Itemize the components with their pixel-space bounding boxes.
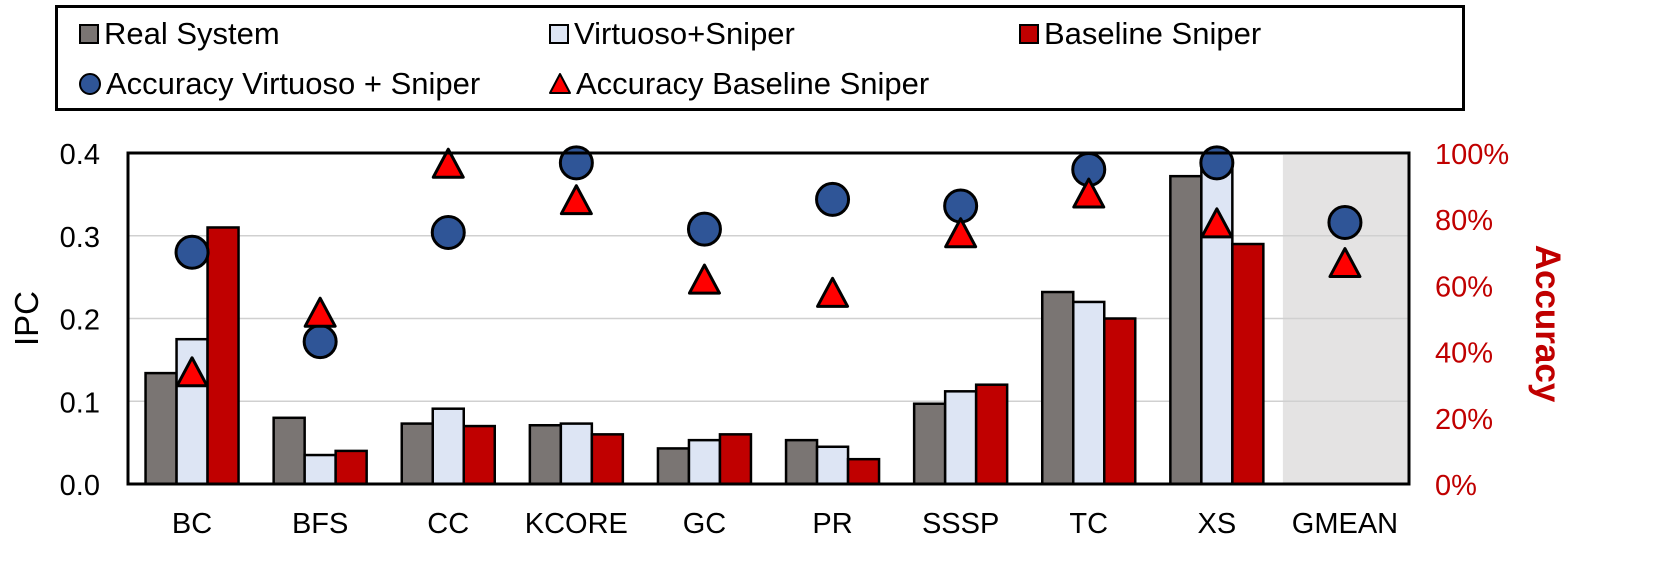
y-tick-label: 0.4 <box>60 139 100 171</box>
bar-real-system-xs <box>1169 174 1203 486</box>
marker-accuracy-baseline-sniper-cc <box>431 147 465 179</box>
bar-real-system-gc <box>656 447 691 486</box>
legend-item-real-system: Real System <box>78 14 280 54</box>
bar-baseline-sniper-kcore <box>590 433 625 486</box>
bar-virtuoso-sniper-bfs <box>303 453 337 486</box>
legend-swatch-virtuoso-sniper <box>549 24 569 44</box>
marker-accuracy-baseline-sniper-kcore <box>559 184 593 216</box>
bar-baseline-sniper-sssp <box>974 383 1009 486</box>
x-tick-label-cc: CC <box>427 508 469 540</box>
marker-accuracy-virtuoso-sniper-bfs <box>302 324 338 360</box>
legend-label-accuracy-virtuoso: Accuracy Virtuoso + Sniper <box>106 66 481 101</box>
y-tick-label: 0.2 <box>60 305 100 337</box>
legend-swatch-real-system <box>79 24 99 44</box>
bar-real-system-sssp <box>912 402 947 486</box>
y2-tick-label: 20% <box>1435 404 1493 436</box>
bar-virtuoso-sniper-kcore <box>559 422 594 486</box>
bar-baseline-sniper-tc <box>1103 317 1137 486</box>
marker-accuracy-virtuoso-sniper-bc <box>174 234 210 270</box>
bar-real-system-kcore <box>528 423 563 486</box>
marker-accuracy-baseline-sniper-tc <box>1072 177 1106 209</box>
x-tick-label-xs: XS <box>1198 508 1237 540</box>
bar-real-system-bc <box>144 371 178 486</box>
y2-axis-title: Accuracy <box>1528 245 1567 403</box>
legend: Real System Virtuoso+Sniper Baseline Sni… <box>55 5 1465 111</box>
marker-accuracy-virtuoso-sniper-sssp <box>943 188 979 224</box>
marker-accuracy-baseline-sniper-gmean <box>1328 247 1362 279</box>
bar-baseline-sniper-cc <box>462 424 496 486</box>
legend-label-virtuoso-sniper: Virtuoso+Sniper <box>574 16 795 51</box>
x-tick-label-sssp: SSSP <box>922 508 999 540</box>
x-tick-label-pr: PR <box>812 508 852 540</box>
legend-item-accuracy-baseline: Accuracy Baseline Sniper <box>548 64 929 104</box>
legend-item-virtuoso-sniper: Virtuoso+Sniper <box>548 14 795 54</box>
marker-accuracy-virtuoso-sniper-xs <box>1199 145 1235 181</box>
bar-baseline-sniper-bc <box>206 226 240 486</box>
marker-accuracy-baseline-sniper-sssp <box>944 217 978 249</box>
bar-virtuoso-sniper-cc <box>431 407 465 486</box>
x-tick-label-bc: BC <box>172 508 212 540</box>
legend-item-accuracy-virtuoso: Accuracy Virtuoso + Sniper <box>78 64 480 104</box>
marker-accuracy-virtuoso-sniper-cc <box>430 214 466 250</box>
legend-swatch-baseline-sniper <box>1019 24 1039 44</box>
x-tick-label-gc: GC <box>683 508 727 540</box>
marker-accuracy-baseline-sniper-gc <box>687 263 721 295</box>
y2-tick-label: 40% <box>1435 338 1493 370</box>
y2-tick-label: 60% <box>1435 271 1493 303</box>
legend-item-baseline-sniper: Baseline Sniper <box>1018 14 1261 54</box>
bar-virtuoso-sniper-sssp <box>943 390 978 486</box>
bar-real-system-tc <box>1041 290 1075 486</box>
legend-label-baseline-sniper: Baseline Sniper <box>1044 16 1262 51</box>
legend-swatch-accuracy-virtuoso <box>79 73 101 95</box>
x-tick-label-kcore: KCORE <box>525 508 628 540</box>
marker-accuracy-virtuoso-sniper-kcore <box>558 145 594 181</box>
marker-accuracy-virtuoso-sniper-gc <box>686 211 722 247</box>
marker-accuracy-baseline-sniper-pr <box>816 276 850 308</box>
marker-accuracy-baseline-sniper-bc <box>175 356 209 388</box>
y2-tick-label: 0% <box>1435 470 1477 502</box>
marker-accuracy-virtuoso-sniper-pr <box>815 181 851 217</box>
y2-tick-label: 100% <box>1435 139 1509 171</box>
y2-tick-label: 80% <box>1435 205 1493 237</box>
plot-frame <box>126 151 1411 486</box>
legend-swatch-accuracy-baseline <box>549 73 571 94</box>
y-tick-label: 0.1 <box>60 387 100 419</box>
bar-virtuoso-sniper-pr <box>815 445 850 486</box>
legend-label-accuracy-baseline: Accuracy Baseline Sniper <box>576 66 930 101</box>
y-axis-title: IPC <box>8 291 45 346</box>
bar-baseline-sniper-gc <box>718 433 753 486</box>
marker-accuracy-baseline-sniper-bfs <box>303 296 337 328</box>
bar-real-system-bfs <box>272 416 306 486</box>
x-tick-label-tc: TC <box>1069 508 1108 540</box>
x-tick-label-gmean: GMEAN <box>1292 508 1398 540</box>
y-tick-label: 0.0 <box>60 470 100 502</box>
bar-virtuoso-sniper-tc <box>1072 300 1106 486</box>
marker-accuracy-virtuoso-sniper-gmean <box>1327 205 1363 241</box>
bar-baseline-sniper-pr <box>846 457 881 486</box>
bar-virtuoso-sniper-gc <box>687 438 722 486</box>
bar-real-system-pr <box>784 438 819 486</box>
bar-baseline-sniper-bfs <box>334 449 368 486</box>
x-tick-label-bfs: BFS <box>292 508 348 540</box>
y-tick-label: 0.3 <box>60 222 100 254</box>
bar-baseline-sniper-xs <box>1231 242 1265 486</box>
legend-label-real-system: Real System <box>104 16 280 51</box>
marker-accuracy-baseline-sniper-xs <box>1200 207 1234 239</box>
bar-real-system-cc <box>400 422 434 486</box>
